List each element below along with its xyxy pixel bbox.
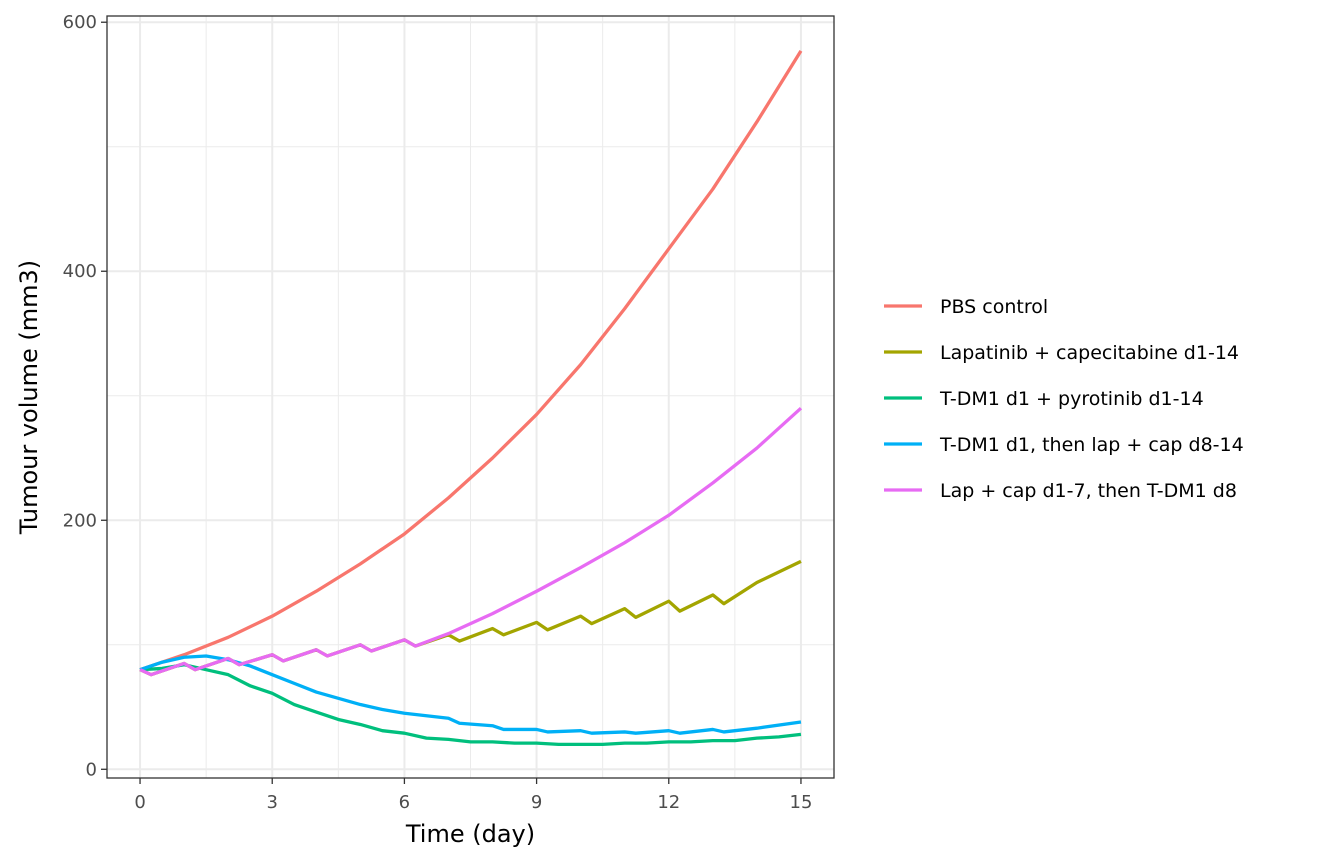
x-axis-title: Time (day) bbox=[405, 820, 535, 848]
plot-border bbox=[106, 15, 835, 779]
x-tick-label: 6 bbox=[399, 792, 410, 813]
series-line-3 bbox=[139, 663, 802, 747]
x-tick-label: 3 bbox=[267, 792, 278, 813]
y-axis-title: Tumour volume (mm3) bbox=[15, 260, 43, 535]
legend: PBS control Lapatinib + capecitabine d1-1… bbox=[884, 296, 1244, 502]
x-tick-label: 15 bbox=[790, 792, 813, 813]
series-line-5 bbox=[139, 406, 803, 677]
series-line-1 bbox=[139, 49, 803, 672]
x-tick-label: 0 bbox=[134, 792, 145, 813]
axes: 0 3 6 9 12 15 0 200 400 600 bbox=[63, 12, 813, 813]
y-tick-label: 600 bbox=[63, 12, 97, 33]
x-tick-label: 12 bbox=[657, 792, 680, 813]
legend-label-4: T-DM1 d1, then lap + cap d8-14 bbox=[939, 434, 1244, 456]
legend-label-3: T-DM1 d1 + pyrotinib d1-14 bbox=[939, 388, 1204, 410]
x-tick-label: 9 bbox=[531, 792, 542, 813]
y-tick-label: 400 bbox=[63, 261, 97, 282]
legend-label-1: PBS control bbox=[940, 296, 1048, 318]
series-line-4 bbox=[139, 654, 802, 735]
y-tick-label: 0 bbox=[86, 759, 97, 780]
legend-label-2: Lapatinib + capecitabine d1-14 bbox=[940, 342, 1239, 364]
y-tick-label: 200 bbox=[63, 510, 97, 531]
grid bbox=[107, 16, 834, 778]
series-lines bbox=[139, 49, 803, 747]
legend-label-5: Lap + cap d1-7, then T-DM1 d8 bbox=[940, 480, 1237, 502]
